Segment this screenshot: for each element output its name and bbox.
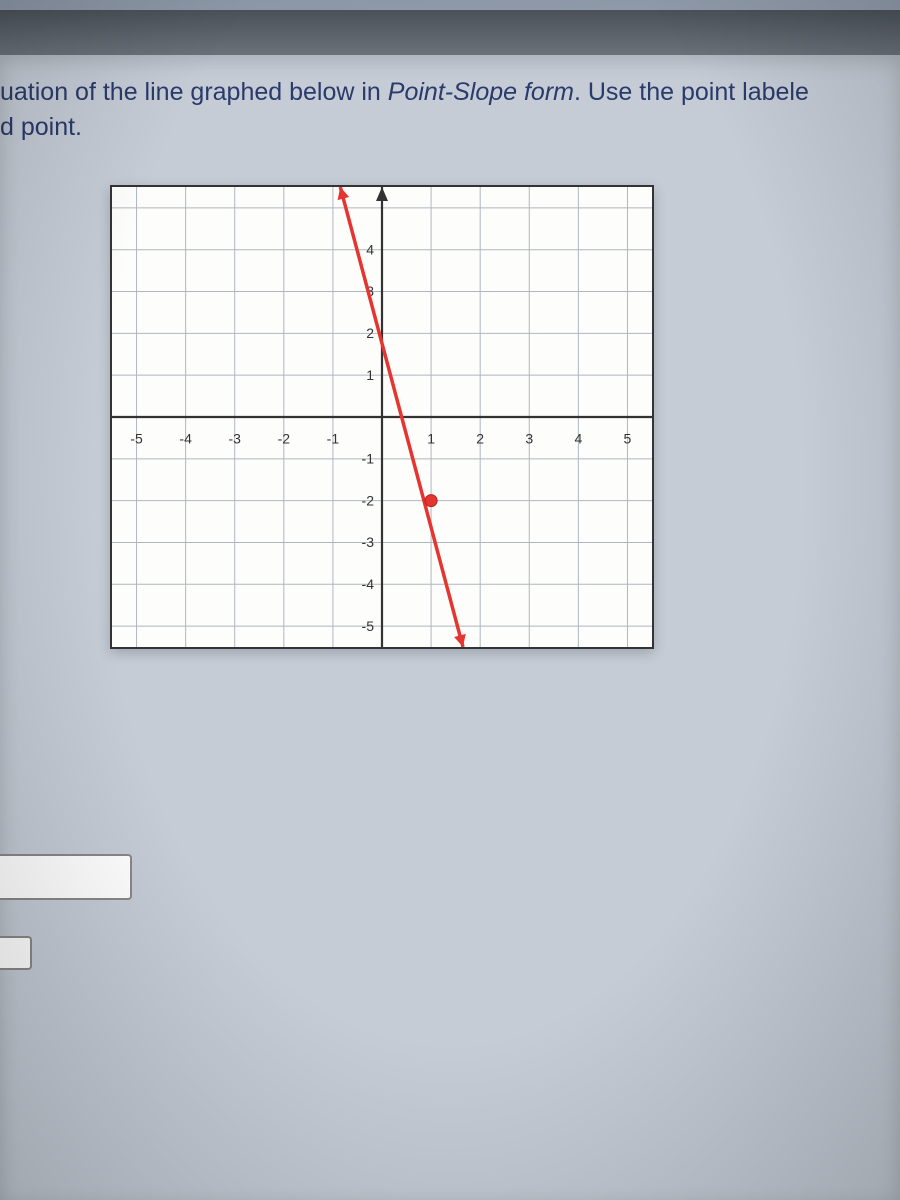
svg-text:-5: -5 xyxy=(362,618,375,634)
graph-svg: -5-4-3-2-1123451234-1-2-3-4-5 xyxy=(112,187,652,647)
svg-text:-2: -2 xyxy=(362,492,375,508)
svg-text:4: 4 xyxy=(366,241,374,257)
svg-text:-2: -2 xyxy=(278,430,291,446)
svg-text:5: 5 xyxy=(624,430,632,446)
svg-text:-1: -1 xyxy=(362,451,375,467)
svg-text:-4: -4 xyxy=(179,430,192,446)
question-prefix: uation of the line graphed below in xyxy=(0,78,388,106)
svg-text:1: 1 xyxy=(427,430,435,446)
svg-text:3: 3 xyxy=(525,430,533,446)
coordinate-graph: -5-4-3-2-1123451234-1-2-3-4-5 xyxy=(110,185,654,649)
window-top-bar xyxy=(0,10,900,55)
question-line2: d point. xyxy=(0,113,82,141)
svg-text:-1: -1 xyxy=(327,430,340,446)
svg-text:1: 1 xyxy=(366,367,374,383)
axes xyxy=(112,187,652,647)
svg-text:2: 2 xyxy=(476,430,484,446)
content-panel: uation of the line graphed below in Poin… xyxy=(0,55,900,1200)
svg-text:-3: -3 xyxy=(362,534,375,550)
svg-text:-3: -3 xyxy=(229,430,242,446)
question-suffix: . Use the point labele xyxy=(574,78,809,106)
svg-text:-4: -4 xyxy=(362,576,375,592)
svg-text:2: 2 xyxy=(366,325,374,341)
svg-text:4: 4 xyxy=(574,430,582,446)
svg-text:-5: -5 xyxy=(130,430,143,446)
answer-input-box[interactable] xyxy=(0,854,132,900)
question-text: uation of the line graphed below in Poin… xyxy=(0,75,900,145)
secondary-input-box[interactable] xyxy=(0,936,32,970)
question-italic: Point-Slope form xyxy=(388,78,574,106)
